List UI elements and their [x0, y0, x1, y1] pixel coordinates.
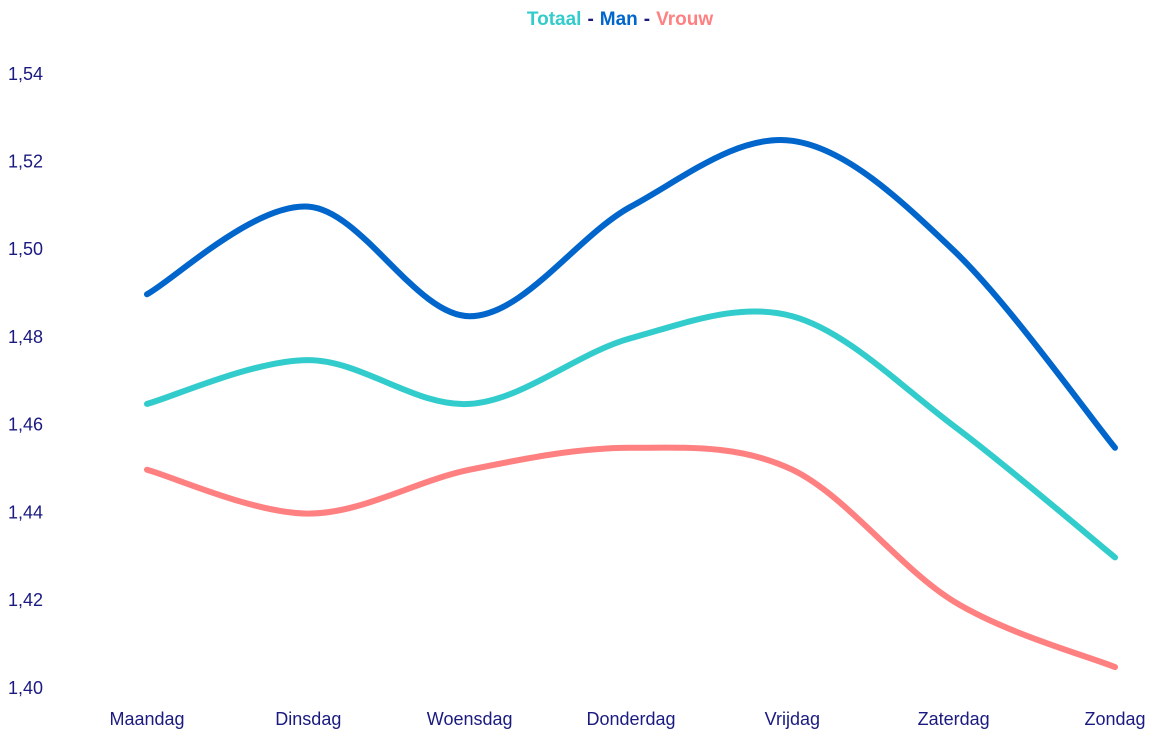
- y-tick-label: 1,50: [8, 239, 43, 259]
- x-tick-label: Zondag: [1084, 709, 1145, 729]
- x-tick-label: Dinsdag: [275, 709, 341, 729]
- legend-separator: -: [587, 9, 593, 30]
- x-tick-label: Donderdag: [586, 709, 675, 729]
- legend-separator: -: [644, 9, 650, 30]
- y-tick-label: 1,46: [8, 415, 43, 435]
- y-tick-label: 1,42: [8, 590, 43, 610]
- y-tick-label: 1,52: [8, 151, 43, 171]
- y-tick-label: 1,40: [8, 678, 43, 698]
- series-line: [144, 308, 1118, 561]
- x-tick-label: Zaterdag: [918, 709, 990, 729]
- x-tick-label: Vrijdag: [765, 709, 820, 729]
- legend: Totaal - Man - Vrouw: [527, 9, 713, 30]
- x-tick-label: Woensdag: [427, 709, 513, 729]
- series-line: [144, 444, 1118, 671]
- legend-entry: Totaal: [527, 9, 582, 30]
- y-tick-label: 1,54: [8, 64, 43, 84]
- y-tick-label: 1,44: [8, 502, 43, 522]
- legend-entry: Man: [600, 9, 638, 30]
- y-tick-label: 1,48: [8, 327, 43, 347]
- x-tick-label: Maandag: [109, 709, 184, 729]
- legend-entry: Vrouw: [656, 9, 713, 30]
- series-line: [144, 136, 1118, 451]
